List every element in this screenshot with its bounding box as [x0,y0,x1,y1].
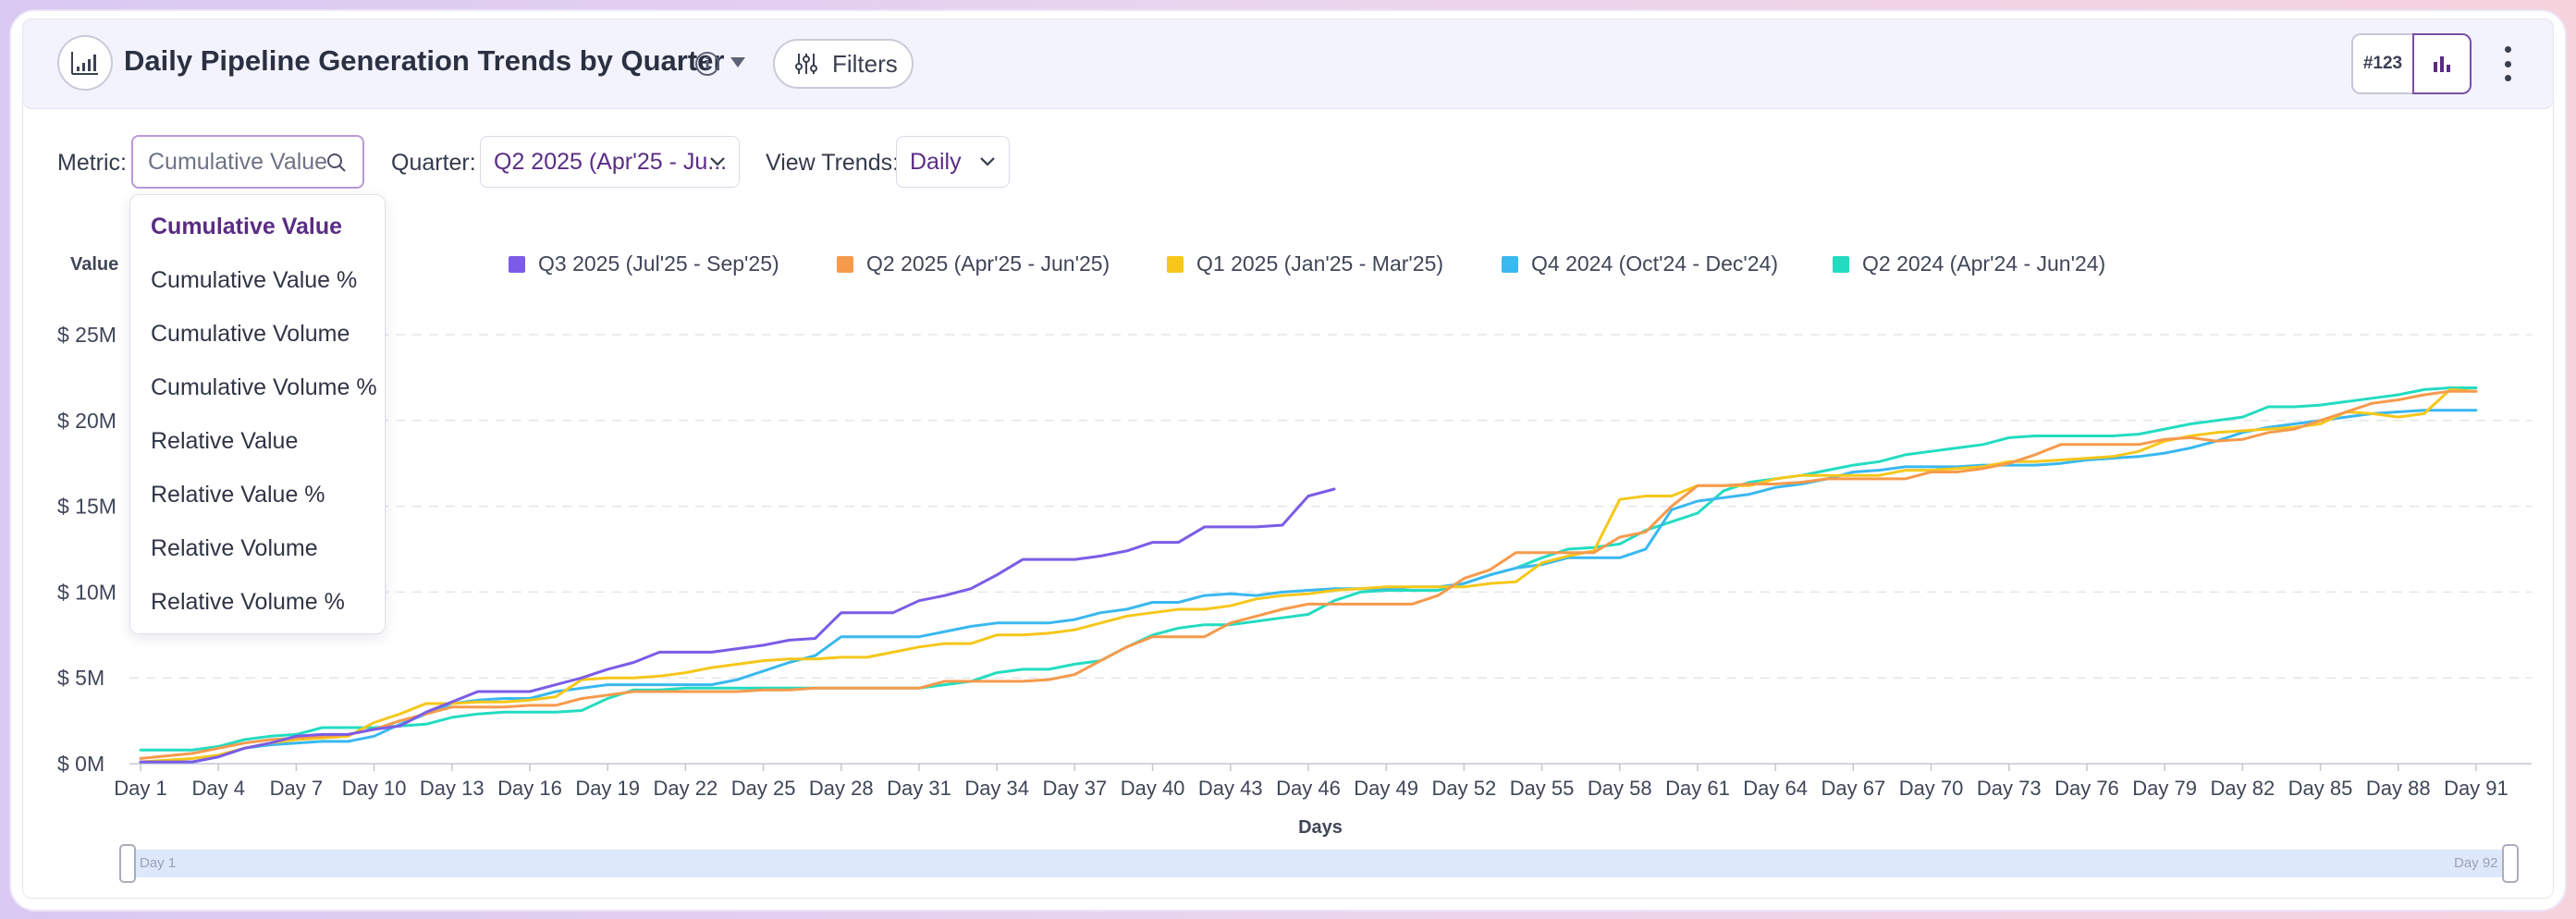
metric-option[interactable]: Relative Volume [151,535,318,561]
legend-label: Q3 2025 (Jul'25 - Sep'25) [538,251,779,276]
quarter-select[interactable]: Q2 2025 (Apr'25 - Ju... [480,136,740,188]
caret-down-icon[interactable] [730,57,745,67]
trend-chart-logo-icon [57,35,113,91]
bar-chart-icon [2434,56,2450,72]
quarter-select-value: Q2 2025 (Apr'25 - Ju... [494,148,728,175]
x-tick-label: Day 91 [2444,777,2509,800]
zoom-slider-end-label: Day 92 [2454,855,2498,871]
view-trends-select[interactable]: Daily [896,136,1010,188]
y-tick-label: $ 20M [57,409,117,433]
y-tick-label: $ 25M [57,323,117,347]
x-tick-label: Day 7 [270,777,323,800]
x-tick-label: Day 19 [575,777,640,800]
filters-label: Filters [832,49,898,78]
x-axis-title: Days [1298,817,1343,838]
legend-swatch [1833,255,1849,273]
x-tick-label: Day 67 [1821,777,1885,800]
page-title: Daily Pipeline Generation Trends by Quar… [124,44,725,77]
x-tick-label: Day 88 [2366,777,2431,800]
legend-item[interactable]: Q4 2024 (Oct'24 - Dec'24) [1502,251,1778,276]
x-tick-label: Day 82 [2210,777,2275,800]
chart-view-button[interactable] [2412,33,2472,94]
x-tick-label: Day 73 [1977,777,2042,800]
info-icon[interactable]: i [695,52,719,76]
legend-swatch [509,255,525,273]
x-tick-label: Day 40 [1121,777,1185,800]
x-tick-label: Day 61 [1665,777,1730,800]
x-tick-label: Day 25 [731,777,796,800]
show-ids-button[interactable]: #123 [2351,33,2412,94]
view-trends-label: View Trends: [766,150,900,176]
x-tick-label: Day 70 [1899,777,1964,800]
zoom-slider-start-label: Day 1 [140,855,177,871]
x-tick-label: Day 1 [114,777,166,800]
zoom-slider-track[interactable] [128,850,2511,877]
legend-label: Q2 2024 (Apr'24 - Jun'24) [1862,251,2106,276]
legend-item[interactable]: Q3 2025 (Jul'25 - Sep'25) [509,251,779,276]
metric-option[interactable]: Cumulative Volume % [151,374,377,400]
legend-item[interactable]: Q2 2025 (Apr'25 - Jun'25) [837,251,1110,276]
filters-button[interactable]: Filters [773,39,914,89]
x-tick-label: Day 52 [1432,777,1497,800]
x-tick-label: Day 37 [1043,777,1108,800]
metric-option[interactable]: Relative Value % [151,482,325,508]
x-tick-label: Day 85 [2288,777,2353,800]
metric-option[interactable]: Relative Volume % [151,589,345,615]
metric-option[interactable]: Relative Value [151,428,299,454]
x-tick-label: Day 76 [2055,777,2119,800]
legend-label: Q4 2024 (Oct'24 - Dec'24) [1531,251,1779,276]
chevron-down-icon [710,157,725,166]
widget-header [22,18,2554,109]
x-tick-label: Day 16 [497,777,562,800]
x-tick-label: Day 22 [654,777,718,800]
more-options-icon[interactable] [2496,43,2519,85]
view-trends-select-value: Daily [910,148,962,175]
x-tick-label: Day 34 [964,777,1029,800]
quarter-label: Quarter: [391,150,476,176]
legend-label: Q2 2025 (Apr'25 - Jun'25) [866,251,1110,276]
search-icon [327,153,346,172]
series-line [139,389,2478,760]
x-tick-label: Day 10 [342,777,407,800]
x-tick-label: Day 13 [420,777,485,800]
zoom-slider-right-handle[interactable] [2502,844,2519,883]
legend-swatch [1167,255,1184,273]
x-tick-label: Day 49 [1354,777,1418,800]
series-line [139,409,2478,764]
x-tick-label: Day 64 [1743,777,1808,800]
legend-swatch [837,255,853,273]
metric-option[interactable]: Cumulative Volume [151,321,350,347]
x-tick-label: Day 31 [887,777,951,800]
y-tick-label: $ 0M [57,752,104,776]
x-tick-label: Day 46 [1276,777,1341,800]
metric-search-input[interactable]: Cumulative Value [131,135,364,189]
legend-item[interactable]: Q1 2025 (Jan'25 - Mar'25) [1167,251,1443,276]
x-tick-label: Day 55 [1510,777,1575,800]
zoom-slider-left-handle[interactable] [119,844,136,883]
legend-swatch [1502,255,1518,273]
y-tick-label: $ 15M [57,495,117,519]
app-frame [11,11,2565,910]
x-tick-label: Day 43 [1198,777,1263,800]
x-tick-label: Day 79 [2132,777,2197,800]
legend-item[interactable]: Q2 2024 (Apr'24 - Jun'24) [1833,251,2105,276]
x-tick-label: Day 58 [1588,777,1652,800]
y-tick-label: $ 5M [57,666,104,690]
sliders-icon [795,54,817,74]
chevron-down-icon [980,157,995,166]
metric-label: Metric: [57,150,127,176]
series-line [139,487,1336,764]
series-line [139,386,2478,752]
y-axis-title: Value [70,254,118,275]
legend-label: Q1 2025 (Jan'25 - Mar'25) [1196,251,1444,276]
metric-option[interactable]: Cumulative Value [151,214,343,239]
metric-dropdown-menu: Cumulative Value Cumulative Value % Cumula… [129,194,386,634]
series-line [139,387,2478,764]
metric-input-value: Cumulative Value [148,148,328,175]
x-tick-label: Day 4 [191,777,244,800]
y-tick-label: $ 10M [57,580,117,604]
x-tick-label: Day 28 [809,777,874,800]
metric-option[interactable]: Cumulative Value % [151,267,358,293]
